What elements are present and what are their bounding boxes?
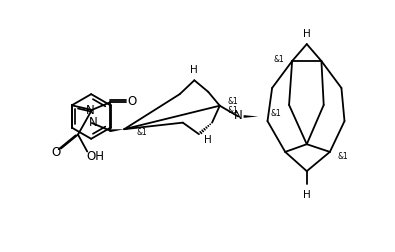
- Text: OH: OH: [86, 150, 104, 163]
- Text: &1: &1: [137, 128, 147, 137]
- Polygon shape: [244, 115, 258, 118]
- Text: &1: &1: [271, 109, 281, 118]
- Text: &1: &1: [228, 106, 238, 115]
- Text: &1: &1: [228, 97, 238, 106]
- Text: N: N: [86, 104, 95, 117]
- Text: H: H: [303, 190, 310, 200]
- Text: N: N: [89, 116, 98, 129]
- Text: &1: &1: [338, 152, 348, 161]
- Text: H: H: [204, 135, 212, 145]
- Text: O: O: [127, 94, 137, 108]
- Text: H: H: [303, 29, 310, 39]
- Text: O: O: [51, 146, 60, 159]
- Text: &1: &1: [274, 55, 284, 64]
- Text: N: N: [234, 109, 243, 122]
- Polygon shape: [110, 129, 124, 132]
- Text: H: H: [190, 65, 198, 75]
